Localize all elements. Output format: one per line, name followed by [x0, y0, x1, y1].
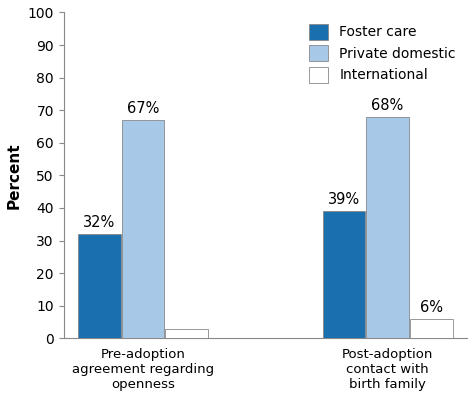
Text: 67%: 67% [127, 101, 159, 116]
Bar [410, 319, 453, 338]
Legend: Foster care, Private domestic, International: Foster care, Private domestic, Internati… [305, 20, 460, 87]
Bar [78, 234, 121, 338]
Y-axis label: Percent: Percent [7, 142, 22, 209]
Bar [323, 211, 365, 338]
Bar [122, 120, 164, 338]
Bar [165, 329, 208, 338]
Text: 32%: 32% [83, 215, 116, 230]
Text: 39%: 39% [328, 192, 360, 207]
Bar [366, 117, 409, 338]
Text: 68%: 68% [372, 98, 404, 113]
Text: 6%: 6% [419, 300, 443, 315]
